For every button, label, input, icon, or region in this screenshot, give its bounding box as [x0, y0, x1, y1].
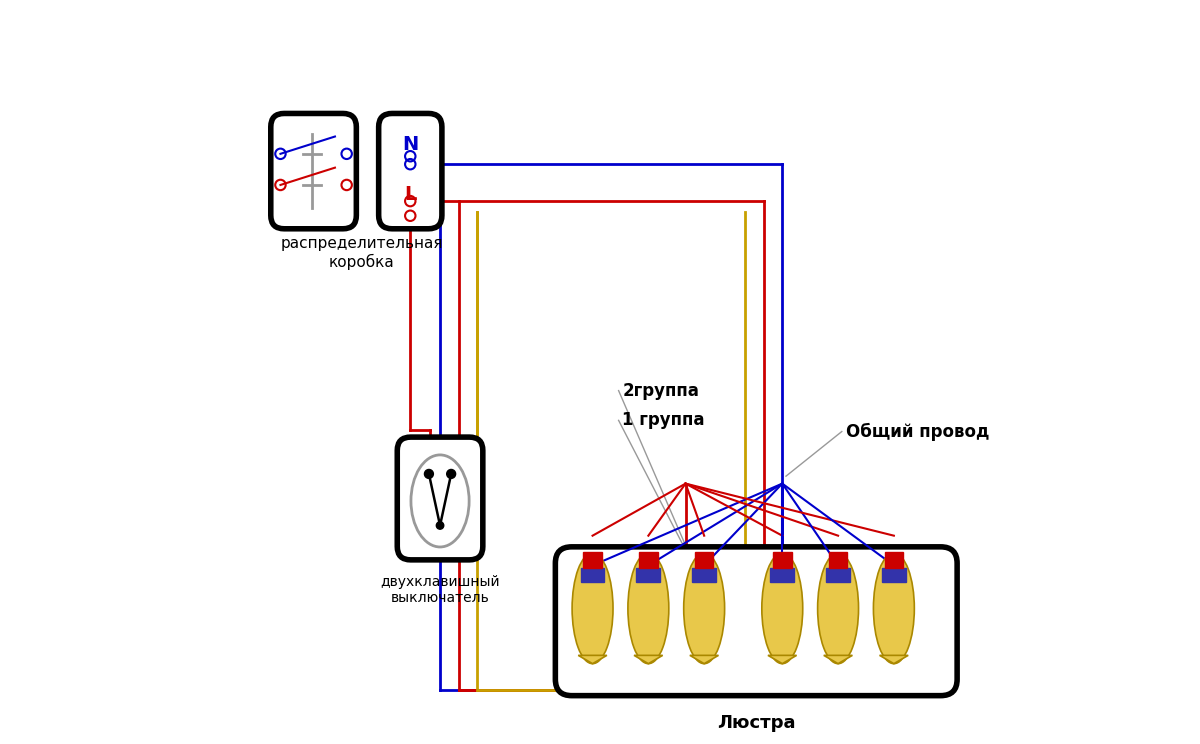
- Text: L: L: [404, 185, 416, 204]
- FancyBboxPatch shape: [695, 552, 714, 568]
- FancyBboxPatch shape: [773, 552, 792, 568]
- FancyBboxPatch shape: [581, 568, 605, 582]
- Ellipse shape: [762, 554, 803, 664]
- Ellipse shape: [684, 554, 725, 664]
- Ellipse shape: [572, 554, 613, 664]
- Polygon shape: [823, 655, 852, 664]
- Ellipse shape: [628, 554, 668, 664]
- Text: двухклавишный
выключатель: двухклавишный выключатель: [380, 574, 500, 605]
- FancyBboxPatch shape: [271, 113, 356, 229]
- Polygon shape: [634, 655, 662, 664]
- FancyBboxPatch shape: [583, 552, 602, 568]
- Text: Люстра: Люстра: [716, 714, 796, 732]
- Text: Общий провод: Общий провод: [846, 423, 989, 440]
- Ellipse shape: [874, 554, 914, 664]
- Text: распределительная
коробка: распределительная коробка: [281, 237, 443, 270]
- Text: N: N: [402, 135, 419, 154]
- FancyBboxPatch shape: [640, 552, 658, 568]
- FancyBboxPatch shape: [884, 552, 904, 568]
- Text: 1 группа: 1 группа: [623, 411, 704, 429]
- Circle shape: [425, 469, 433, 478]
- Polygon shape: [578, 655, 607, 664]
- Circle shape: [446, 469, 456, 478]
- FancyBboxPatch shape: [829, 552, 847, 568]
- Circle shape: [437, 522, 444, 529]
- Polygon shape: [768, 655, 797, 664]
- Ellipse shape: [410, 455, 469, 547]
- FancyBboxPatch shape: [692, 568, 716, 582]
- Polygon shape: [690, 655, 719, 664]
- Text: 2группа: 2группа: [623, 382, 700, 400]
- FancyBboxPatch shape: [397, 437, 482, 560]
- FancyBboxPatch shape: [826, 568, 850, 582]
- Polygon shape: [880, 655, 908, 664]
- FancyBboxPatch shape: [636, 568, 660, 582]
- Ellipse shape: [817, 554, 858, 664]
- FancyBboxPatch shape: [770, 568, 794, 582]
- FancyBboxPatch shape: [882, 568, 906, 582]
- FancyBboxPatch shape: [379, 113, 442, 229]
- FancyBboxPatch shape: [556, 547, 958, 696]
